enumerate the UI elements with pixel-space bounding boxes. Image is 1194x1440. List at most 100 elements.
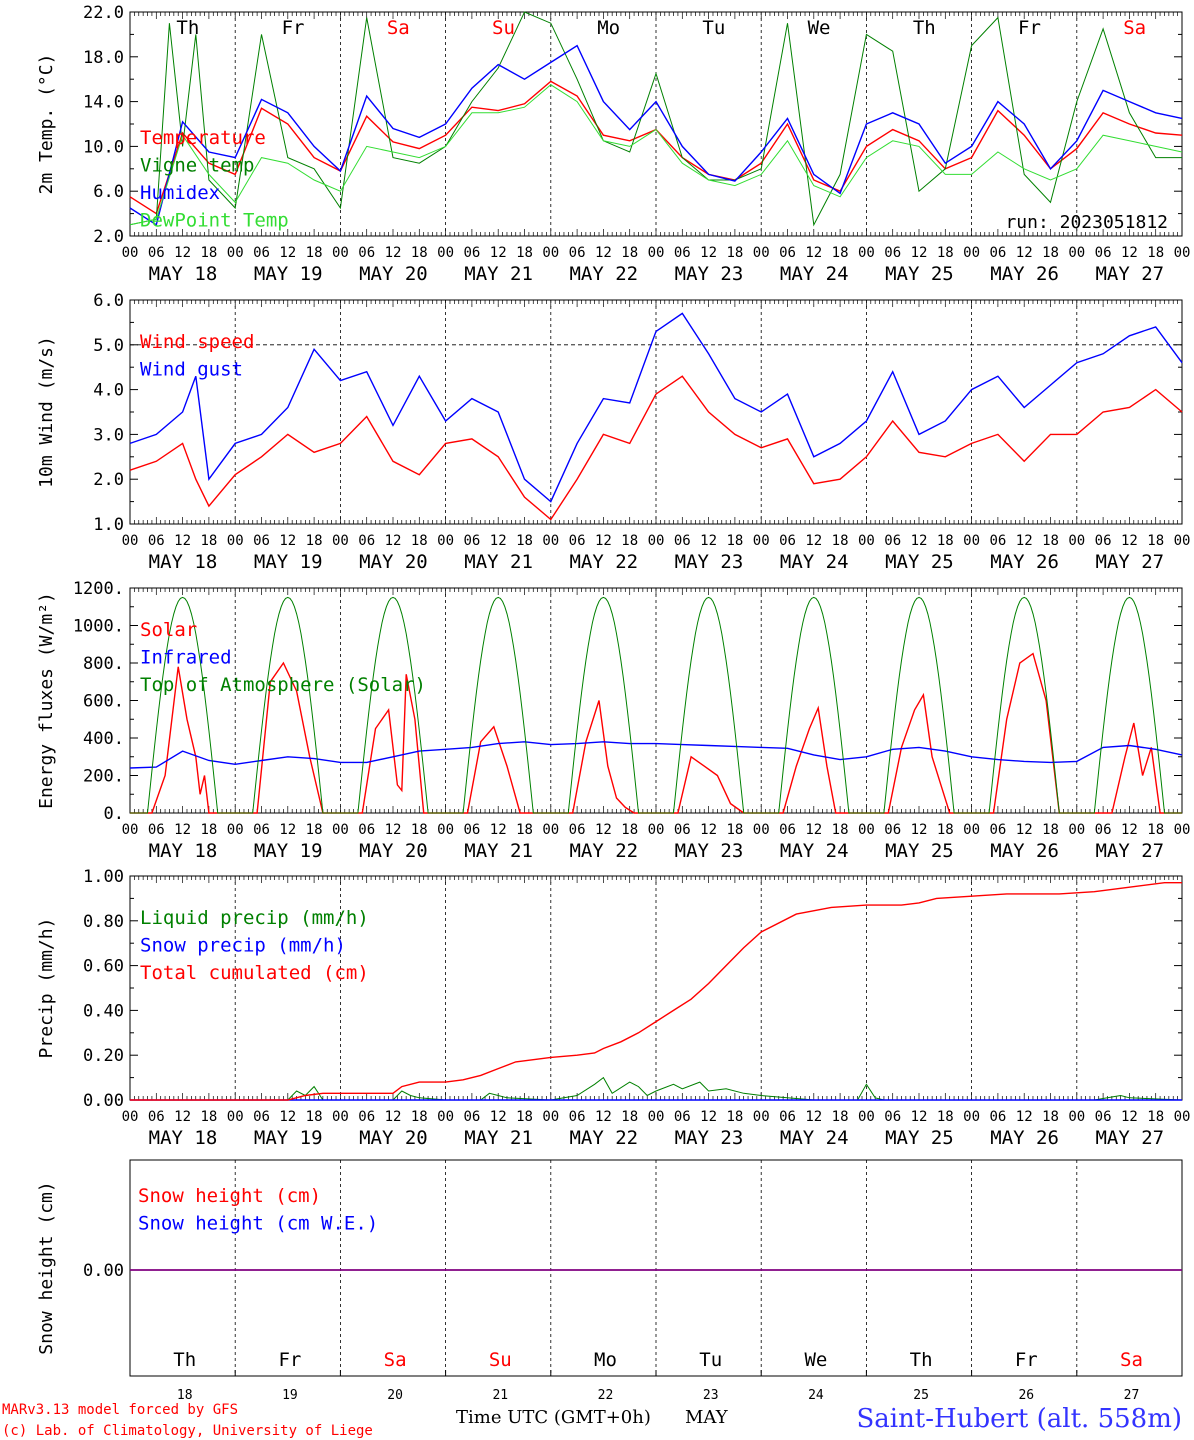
panel-5: 0.00 Snow height (cm) Snow height (cm) Snow… <box>36 1159 1183 1403</box>
hour-label: 12 <box>911 533 928 549</box>
day-number-label: 21 <box>492 1388 508 1403</box>
hour-label: 12 <box>1016 822 1033 838</box>
station-name: Saint-Hubert (alt. 558m) <box>856 1404 1182 1434</box>
hour-label: 12 <box>595 1109 612 1125</box>
hour-label: 06 <box>1095 1109 1112 1125</box>
series-wind-speed <box>129 375 1183 521</box>
hour-label: 12 <box>385 533 402 549</box>
hour-label: 12 <box>1121 1109 1138 1125</box>
y-tick-label: 10.0 <box>83 137 124 157</box>
hour-label: 18 <box>1042 822 1059 838</box>
hour-label: 18 <box>1042 1109 1059 1125</box>
hour-label: 06 <box>674 822 691 838</box>
hour-label: 12 <box>174 245 191 261</box>
hour-label: 06 <box>463 245 480 261</box>
date-label: MAY 24 <box>780 551 849 573</box>
hour-label: 12 <box>279 1109 296 1125</box>
date-label: MAY 20 <box>359 840 428 862</box>
date-label: MAY 22 <box>569 551 638 573</box>
hour-label: 18 <box>726 245 743 261</box>
hour-label: 18 <box>200 822 217 838</box>
date-label: MAY 20 <box>359 551 428 573</box>
day-number-label: 22 <box>598 1388 614 1403</box>
legend-entry: Total cumulated (cm) <box>140 962 369 984</box>
legend-entry: Snow height (cm W.E.) <box>138 1213 378 1235</box>
hour-label: 18 <box>200 1109 217 1125</box>
hour-label: 06 <box>989 533 1006 549</box>
hour-label: 12 <box>700 245 717 261</box>
hour-label: 00 <box>963 822 980 838</box>
y-tick-label: 22.0 <box>83 3 124 23</box>
y-tick-label: 0.20 <box>83 1046 124 1066</box>
weekday-label: Fr <box>282 17 305 39</box>
hour-label: 12 <box>595 245 612 261</box>
hour-label: 06 <box>253 533 270 549</box>
legend-entry: Wind speed <box>140 331 254 353</box>
y-tick-label: 14.0 <box>83 93 124 113</box>
date-label: MAY 27 <box>1095 1127 1164 1149</box>
hour-label: 00 <box>227 533 244 549</box>
day-number-label: 23 <box>703 1388 719 1403</box>
hour-label: 06 <box>989 822 1006 838</box>
date-label: MAY 25 <box>885 551 954 573</box>
hour-label: 06 <box>358 1109 375 1125</box>
hour-label: 12 <box>490 822 507 838</box>
y-tick-label: 6.0 <box>93 291 124 311</box>
date-label: MAY 25 <box>885 1127 954 1149</box>
hour-label: 06 <box>884 245 901 261</box>
hour-label: 18 <box>411 533 428 549</box>
hour-label: 00 <box>648 822 665 838</box>
hour-label: 06 <box>779 822 796 838</box>
hour-label: 00 <box>1068 245 1085 261</box>
hour-label: 06 <box>253 245 270 261</box>
hour-label: 06 <box>148 245 165 261</box>
day-number-label: 18 <box>177 1388 193 1403</box>
hour-label: 18 <box>1147 1109 1164 1125</box>
weekday-label: Su <box>489 1349 512 1371</box>
series-dewpoint-temp <box>129 84 1183 226</box>
legend-entry: Solar <box>140 619 197 641</box>
legend-entry: DewPoint Temp <box>140 210 289 232</box>
hour-label: 18 <box>200 533 217 549</box>
hour-label: 18 <box>937 822 954 838</box>
hour-label: 06 <box>1095 533 1112 549</box>
series-wind-gust <box>129 312 1183 503</box>
day-number-label: 24 <box>808 1388 824 1403</box>
weekday-label: Fr <box>1018 17 1041 39</box>
hour-label: 06 <box>674 1109 691 1125</box>
date-label: MAY 26 <box>990 1127 1059 1149</box>
weekday-label: Fr <box>278 1349 301 1371</box>
date-label: MAY 26 <box>990 840 1059 862</box>
date-label: MAY 23 <box>675 551 744 573</box>
hour-label: 18 <box>832 822 849 838</box>
hour-label: 12 <box>1121 822 1138 838</box>
hour-label: 18 <box>1147 533 1164 549</box>
legend-entry: Temperature <box>140 127 266 149</box>
hour-label: 00 <box>122 822 139 838</box>
hour-label: 12 <box>490 533 507 549</box>
hour-label: 06 <box>358 245 375 261</box>
copyright-credit: (c) Lab. of Climatology, University of L… <box>2 1423 373 1439</box>
hour-label: 06 <box>989 1109 1006 1125</box>
date-label: MAY 20 <box>359 263 428 285</box>
hour-label: 12 <box>595 822 612 838</box>
hour-label: 12 <box>700 1109 717 1125</box>
y-tick-label: 600. <box>83 692 124 712</box>
hour-label: 00 <box>227 1109 244 1125</box>
series-total-cumulated-cm- <box>130 882 1182 1101</box>
legend-entry: Snow precip (mm/h) <box>140 935 346 957</box>
weekday-label: Th <box>176 17 199 39</box>
hour-label: 00 <box>858 1109 875 1125</box>
panel-2: 1.0 2.0 3.0 4.0 5.0 6.0 10m Wind (m/s) Wind spe… <box>36 291 1190 573</box>
hour-label: 00 <box>963 245 980 261</box>
hour-label: 00 <box>122 1109 139 1125</box>
day-number-label: 27 <box>1124 1388 1140 1403</box>
hour-label: 00 <box>858 822 875 838</box>
weekday-label: Sa <box>1123 17 1146 39</box>
date-label: MAY 18 <box>149 551 218 573</box>
hour-label: 12 <box>279 533 296 549</box>
hour-label: 00 <box>122 245 139 261</box>
day-number-label: 25 <box>913 1388 929 1403</box>
date-label: MAY 23 <box>675 840 744 862</box>
date-label: MAY 24 <box>780 263 849 285</box>
